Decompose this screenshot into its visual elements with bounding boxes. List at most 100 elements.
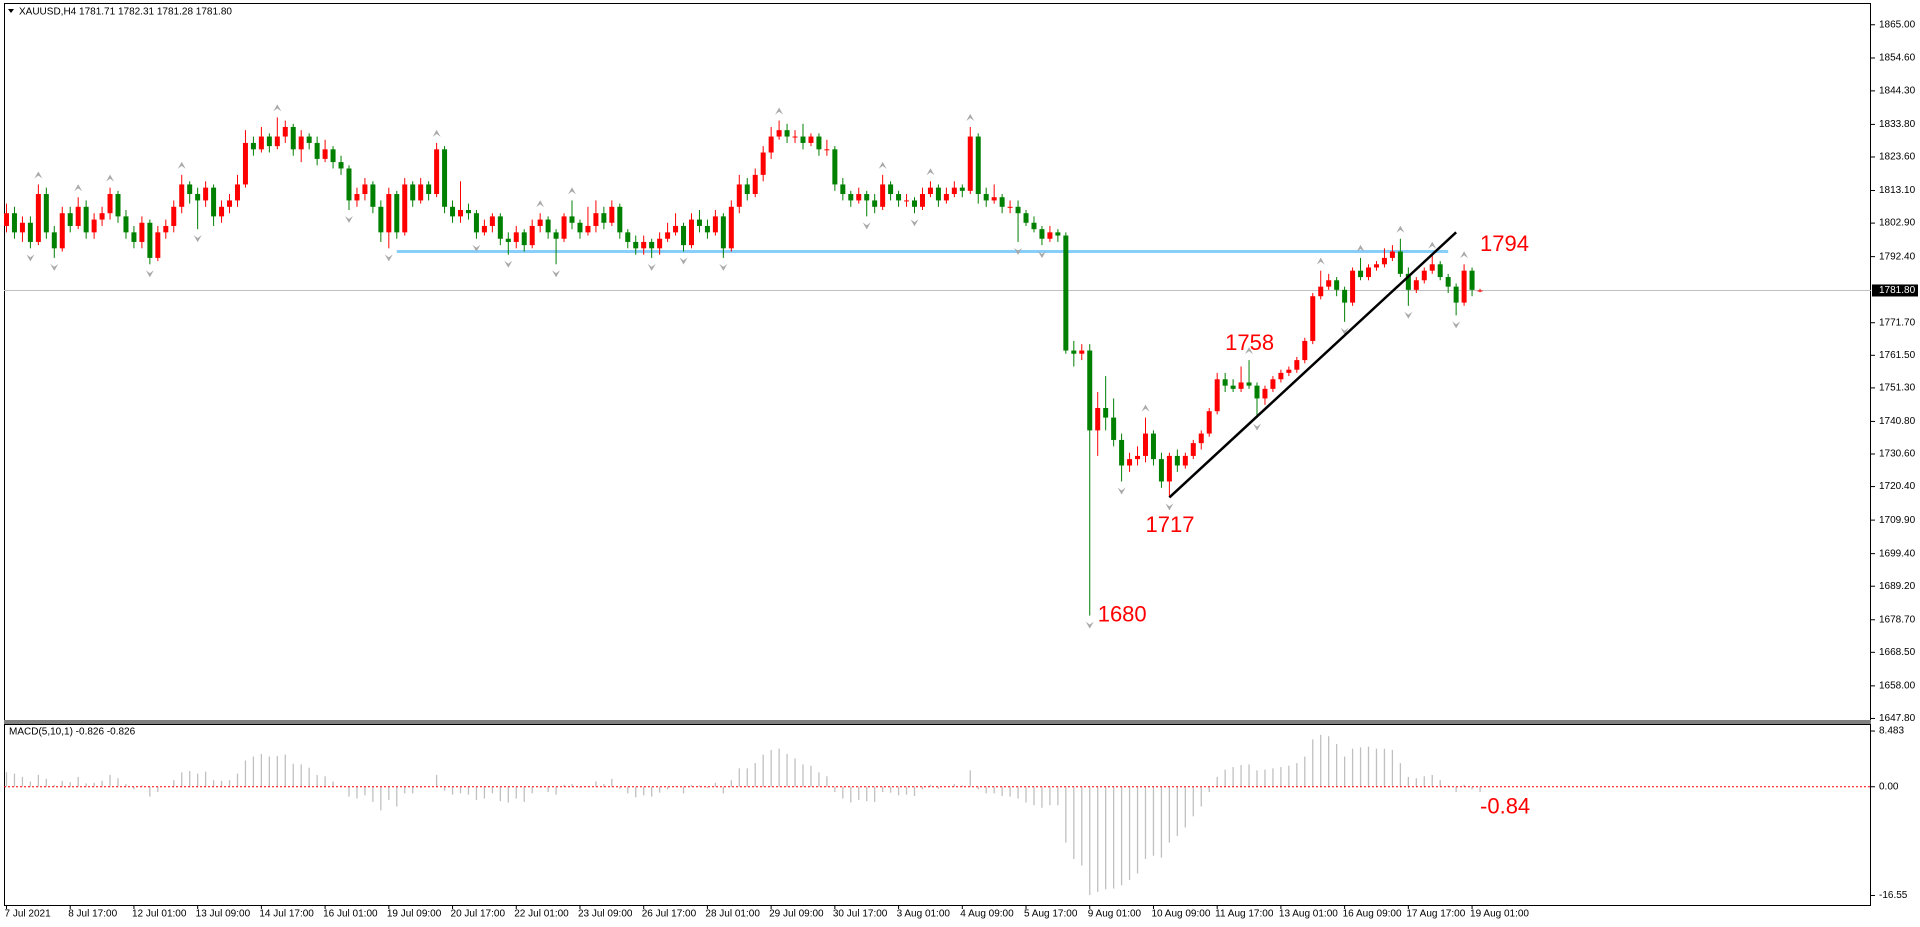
candle-body: [657, 238, 663, 249]
fractal-up: [74, 184, 83, 192]
candle-body: [1182, 455, 1188, 466]
candle-body: [51, 232, 57, 249]
y-tick-label: 0.00: [1879, 781, 1899, 792]
y-tick-label: 1865.00: [1879, 19, 1916, 30]
candle-body: [1421, 270, 1427, 281]
candle-body: [561, 216, 567, 239]
y-tick-label: 1720.40: [1879, 481, 1916, 492]
candle-body: [641, 241, 647, 249]
candle-body: [832, 149, 838, 185]
candle-body: [577, 222, 583, 233]
candle-body: [1262, 388, 1268, 399]
candle-body: [402, 184, 408, 233]
candle-body: [1127, 459, 1133, 466]
fractal-up: [34, 171, 43, 179]
candle-body: [211, 187, 217, 217]
candle-body: [378, 206, 384, 233]
menu-arrow[interactable]: [8, 9, 14, 13]
candle-body: [505, 238, 511, 242]
candle-body: [959, 187, 965, 191]
candle-body: [306, 136, 312, 143]
candle-body: [290, 126, 296, 150]
candle-body: [1246, 382, 1252, 386]
candle-body: [975, 136, 981, 195]
candle-body: [816, 136, 822, 150]
y-tick-label: 1751.30: [1879, 383, 1916, 394]
candle-body: [991, 197, 997, 201]
candle-body: [1469, 270, 1475, 290]
candle-body: [258, 136, 264, 150]
candle-body: [1150, 433, 1156, 460]
candle-body: [1254, 385, 1260, 399]
fractal-down: [1340, 327, 1349, 335]
candle-body: [720, 216, 726, 249]
candle-body: [673, 225, 679, 233]
candle-body: [1214, 379, 1220, 412]
candle-body: [872, 200, 878, 207]
candle-body: [410, 184, 416, 201]
fractal-up: [1460, 251, 1469, 259]
candle-body: [354, 194, 360, 201]
fractal-down: [26, 254, 35, 262]
candle-body: [1302, 340, 1308, 361]
candle-body: [609, 206, 615, 223]
candle-body: [712, 216, 718, 233]
x-tick-label: 14 Jul 17:00: [259, 909, 314, 920]
candle-body: [1445, 277, 1451, 287]
fractal-down: [504, 260, 513, 268]
x-tick-label: 13 Aug 01:00: [1279, 909, 1338, 920]
candle-body: [465, 209, 471, 214]
candle-body: [1023, 213, 1029, 223]
candle-body: [497, 216, 503, 239]
fractal-down: [647, 263, 656, 271]
candle-body: [688, 219, 694, 246]
candle-body: [131, 232, 137, 242]
candle-body: [1381, 257, 1387, 265]
candle-body: [282, 126, 288, 137]
candle-body: [242, 142, 248, 185]
y-tick-label: 1730.60: [1879, 449, 1916, 460]
candle-body: [322, 149, 328, 159]
candle-body: [1142, 433, 1148, 456]
candle-body: [1429, 264, 1435, 271]
candle-body: [864, 194, 870, 201]
candle-body: [1238, 382, 1244, 389]
fractal-down: [1404, 311, 1413, 319]
candle-body: [1461, 270, 1467, 303]
candle-body: [649, 241, 655, 249]
y-tick-label: 1854.60: [1879, 53, 1916, 64]
candle-body: [171, 206, 177, 226]
macd-pane-frame: [4, 724, 1871, 906]
x-tick-label: 23 Jul 09:00: [578, 909, 633, 920]
candle-body: [848, 194, 854, 201]
y-tick-label: 1699.40: [1879, 548, 1916, 559]
candle-body: [163, 225, 169, 233]
candle-body: [11, 213, 17, 233]
candle-body: [234, 184, 240, 201]
annotation: -0.84: [1480, 794, 1530, 819]
candle-body: [1190, 443, 1196, 456]
candle-body: [1318, 286, 1324, 297]
fractal-up: [106, 174, 115, 182]
candle-body: [362, 184, 368, 195]
x-tick-label: 17 Aug 17:00: [1406, 909, 1465, 920]
fractal-up: [568, 187, 577, 195]
fractal-down: [862, 222, 871, 230]
candle-body: [681, 225, 687, 246]
y-tick-label: 1813.10: [1879, 185, 1916, 196]
candle-body: [338, 162, 344, 169]
fractal-down: [344, 215, 353, 223]
candle-body: [1358, 270, 1364, 278]
fractal-up: [536, 200, 545, 208]
candle-body: [999, 197, 1005, 207]
x-tick-label: 3 Aug 01:00: [897, 909, 951, 920]
candle-body: [768, 136, 774, 153]
candle-body: [147, 222, 153, 258]
candle-body: [450, 206, 456, 217]
candle-body: [951, 187, 957, 195]
candle-body: [139, 222, 145, 242]
candle-body: [521, 232, 527, 246]
candle-body: [1039, 229, 1045, 239]
y-tick-label: 1658.00: [1879, 681, 1916, 692]
candle-body: [760, 152, 766, 175]
